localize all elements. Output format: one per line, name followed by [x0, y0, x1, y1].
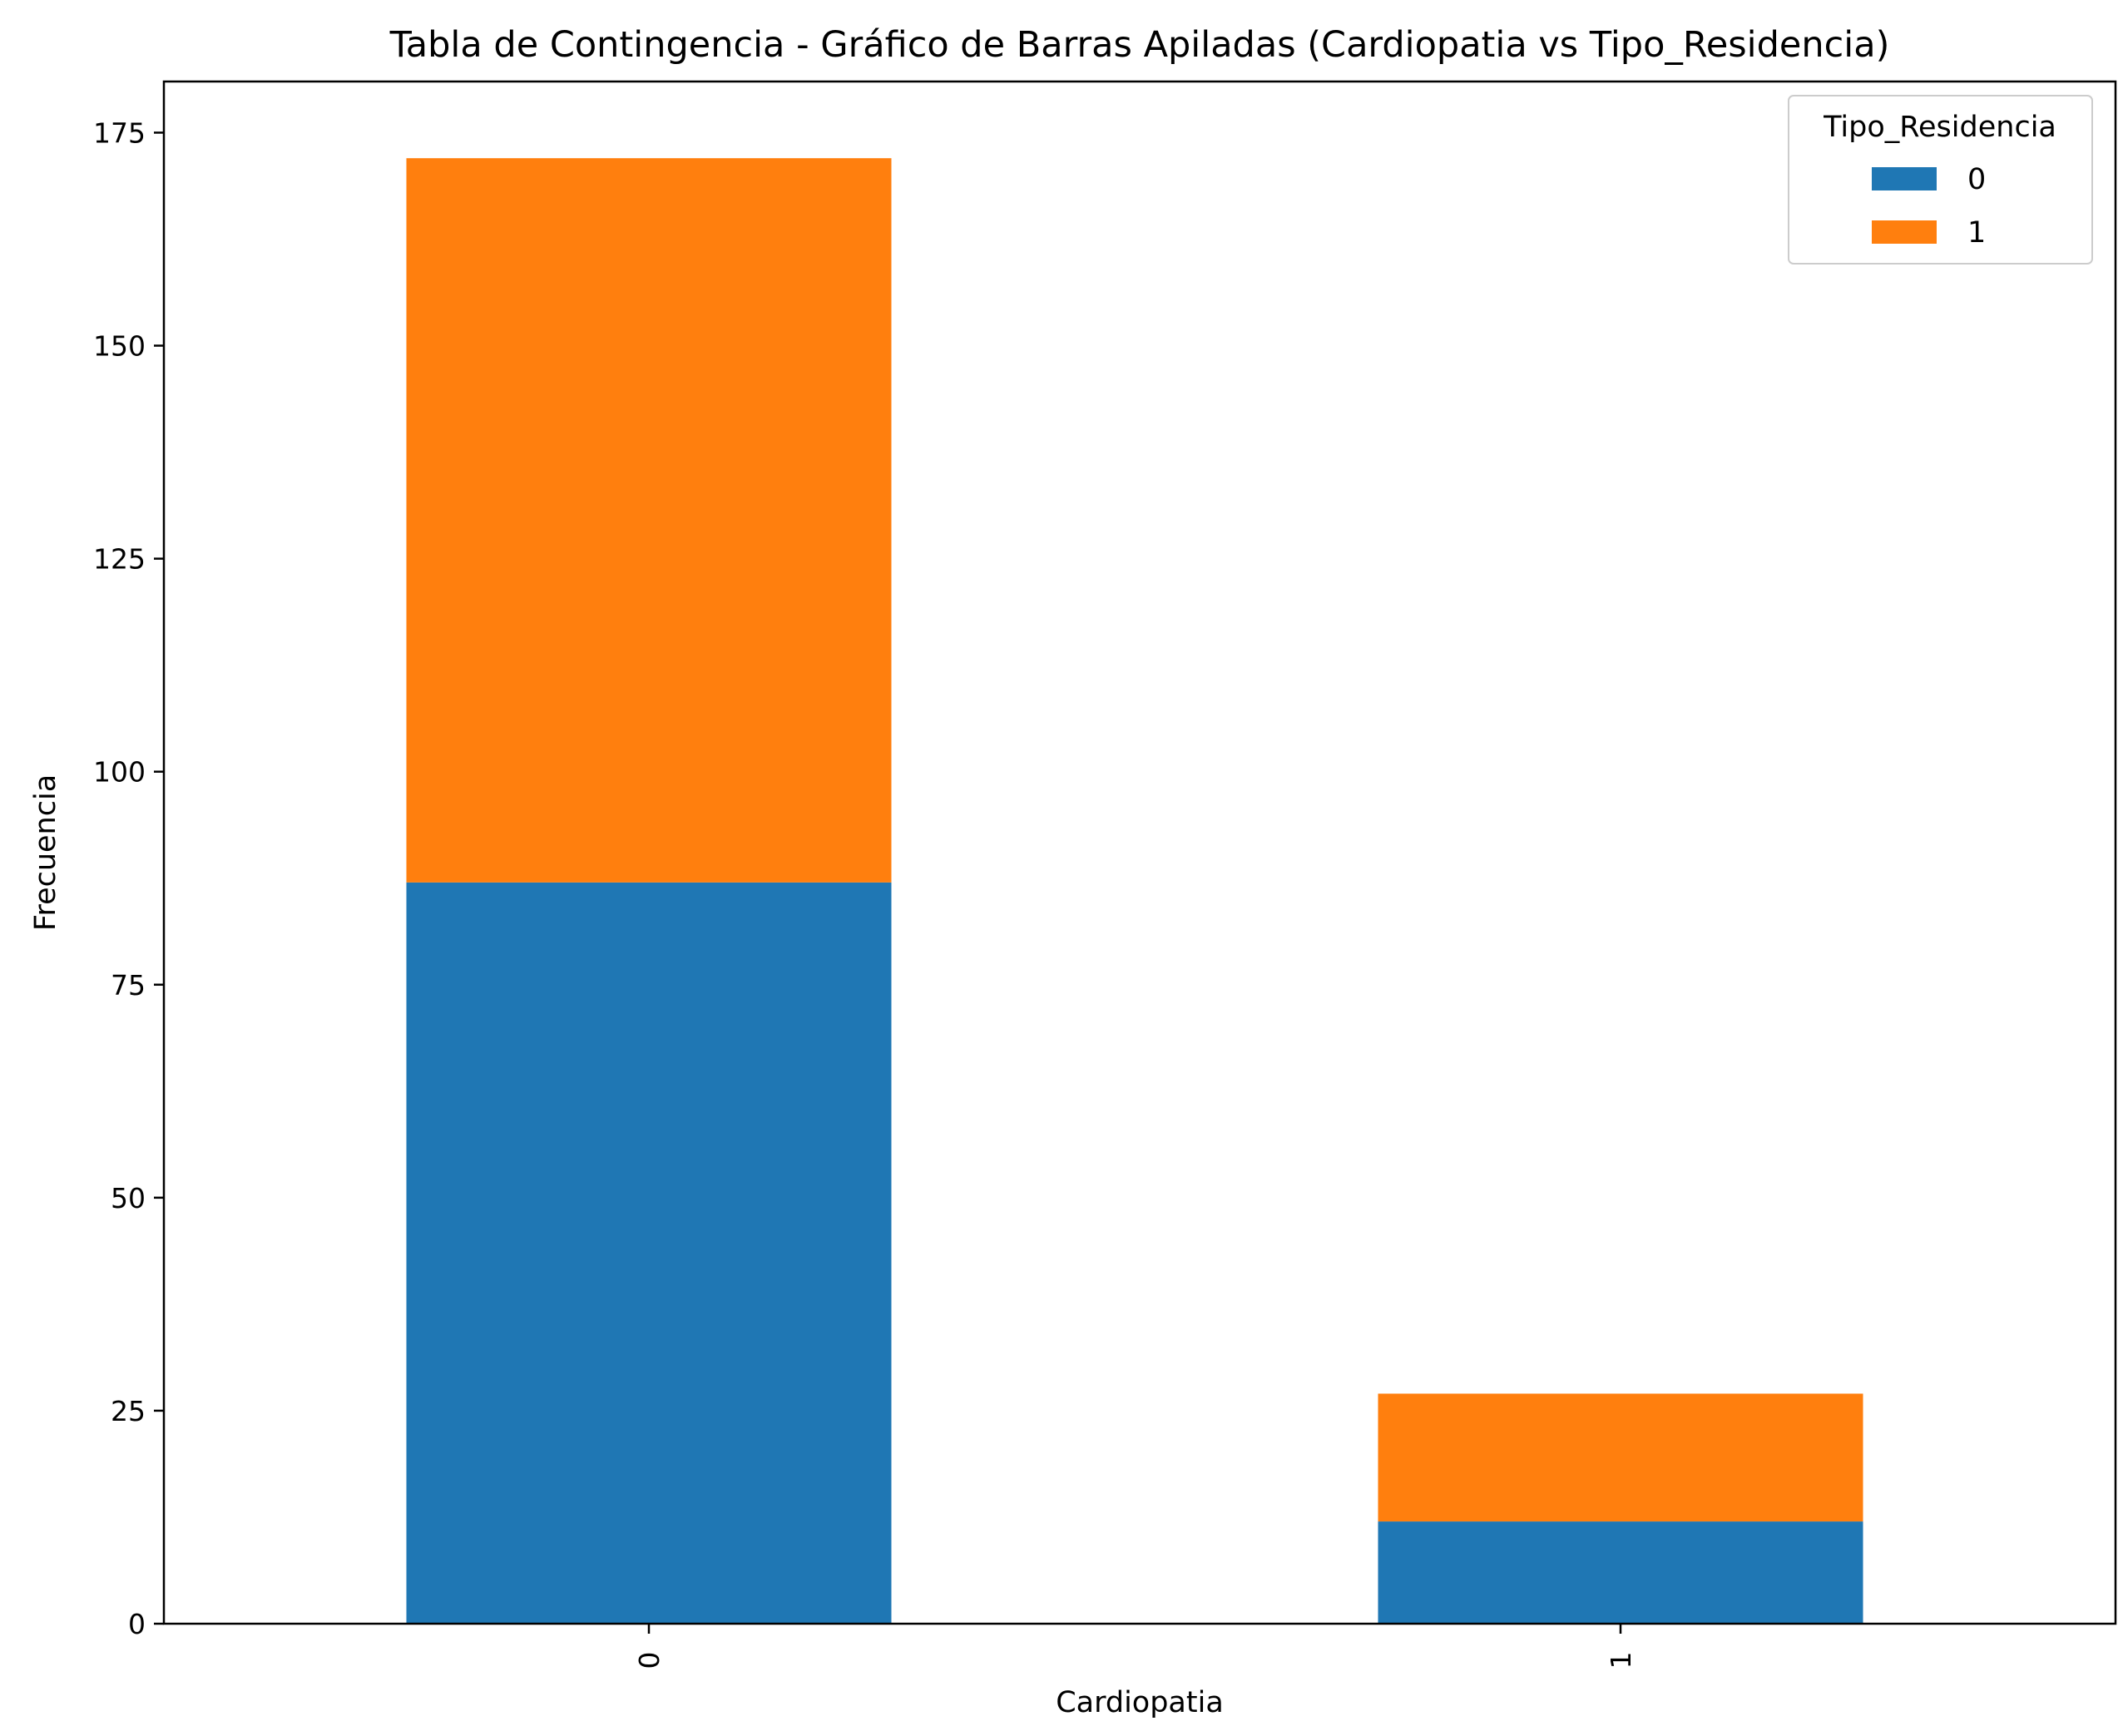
bar-cardiopatia-0-residencia-0	[406, 882, 892, 1624]
x-tick-label: 1	[1605, 1652, 1637, 1669]
chart-title: Tabla de Contingencia - Gráfico de Barra…	[389, 24, 1890, 66]
y-tick-label: 150	[93, 330, 146, 363]
legend-title: Tipo_Residencia	[1823, 111, 2056, 144]
y-tick-label: 125	[93, 543, 146, 576]
y-axis-label: Frecuencia	[29, 774, 62, 931]
legend-swatch-0	[1872, 167, 1937, 190]
legend-swatch-1	[1872, 220, 1937, 244]
y-tick-label: 25	[111, 1395, 146, 1427]
plot-frame	[162, 80, 2117, 1625]
legend-label-1: 1	[1967, 216, 1986, 250]
bar-cardiopatia-0-residencia-1	[406, 158, 892, 883]
legend-label-0: 0	[1967, 163, 1986, 196]
y-tick-label: 50	[111, 1182, 146, 1214]
bar-cardiopatia-1-residencia-0	[1378, 1521, 1863, 1624]
bar-cardiopatia-1-residencia-1	[1378, 1393, 1863, 1522]
y-axis: 0 25 50 75 100 125 150 175	[93, 116, 164, 1640]
bars-group	[406, 158, 1863, 1624]
y-tick-label: 0	[128, 1608, 146, 1640]
legend: Tipo_Residencia 0 1	[1788, 95, 2093, 265]
x-tick-label: 0	[633, 1652, 666, 1669]
y-tick-label: 175	[93, 116, 146, 149]
legend-box	[1788, 95, 2093, 265]
x-axis-label: Cardiopatia	[1056, 1686, 1224, 1719]
y-tick-label: 100	[93, 756, 146, 789]
y-tick-label: 75	[111, 969, 146, 1002]
